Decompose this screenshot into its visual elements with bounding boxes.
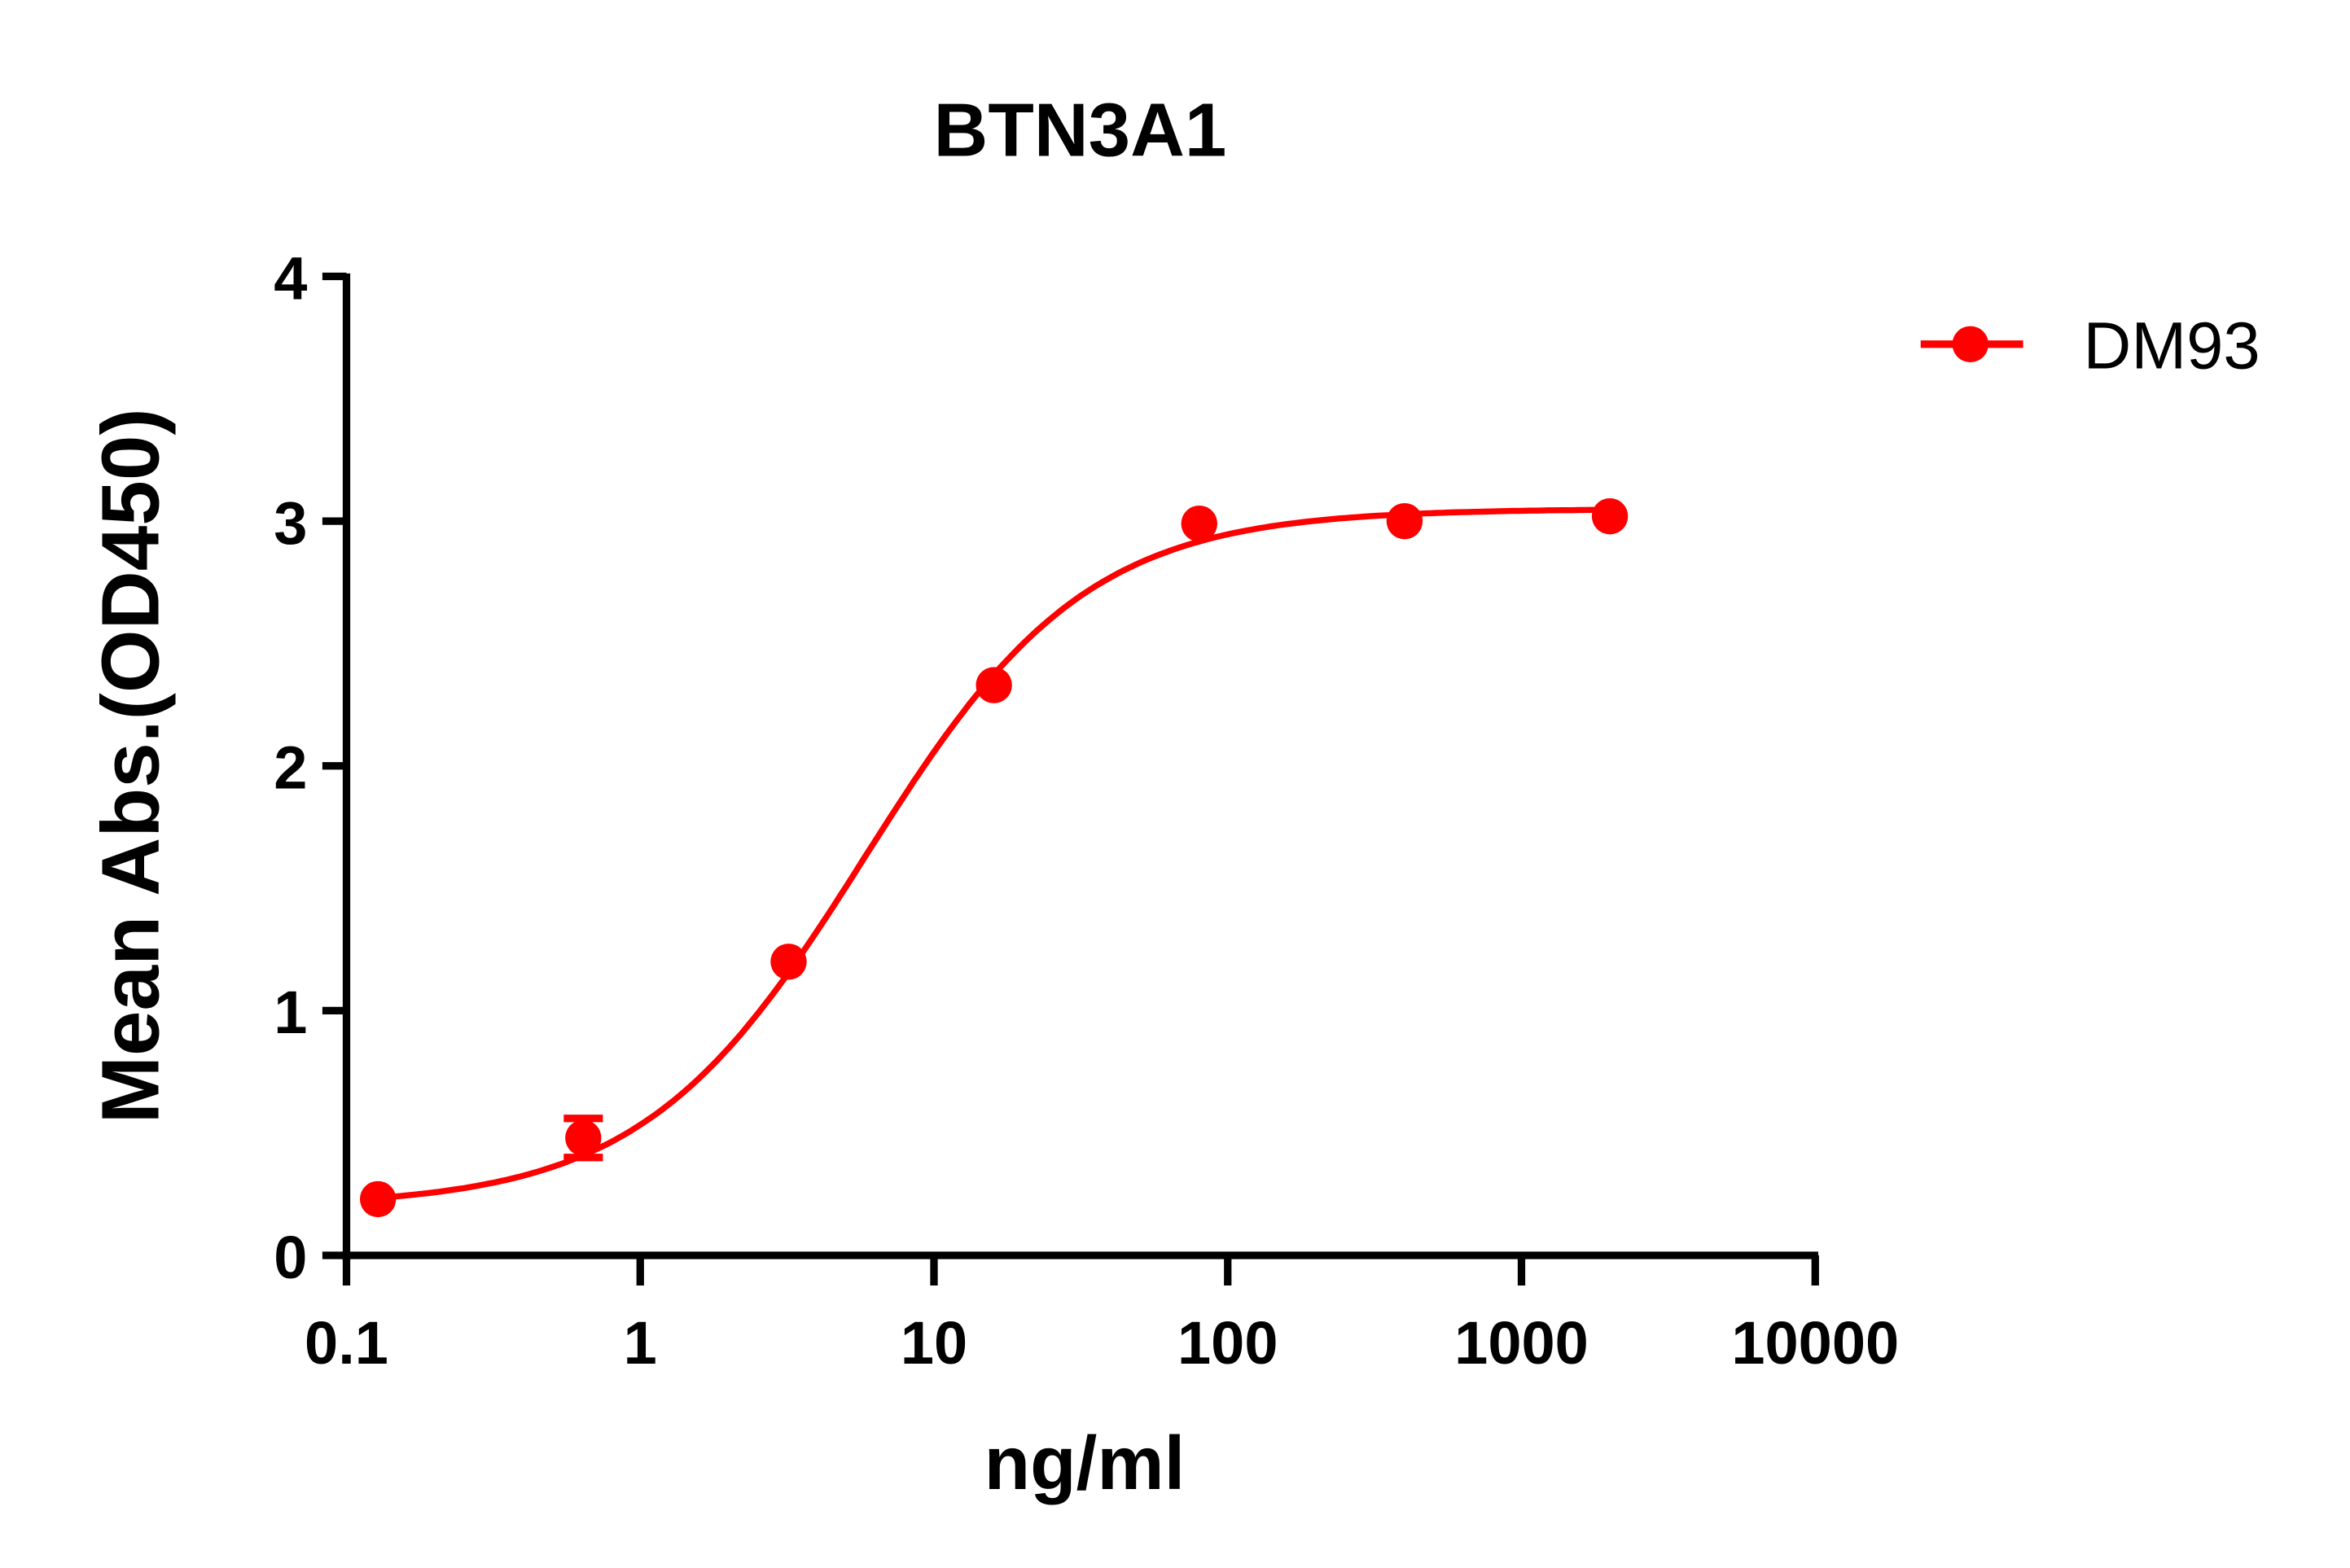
x-tick-label: 10000: [1731, 1309, 1899, 1377]
x-tick-label: 1: [624, 1309, 657, 1377]
x-tick-label: 100: [1177, 1309, 1278, 1377]
axes: 0 1 2 3 4 0.1 1 10 100 1000 10000: [274, 244, 1899, 1377]
data-point: [770, 944, 807, 980]
x-tick-label: 0.1: [305, 1309, 388, 1377]
plot-area: [359, 497, 1629, 1218]
x-axis-label: ng/ml: [984, 1421, 1186, 1505]
data-point: [976, 667, 1012, 703]
y-tick-label: 3: [274, 489, 307, 557]
data-point: [1386, 502, 1423, 540]
data-point: [565, 1119, 602, 1156]
y-tick-label: 2: [274, 734, 307, 802]
y-axis-label: Mean Abs.(OD450): [85, 408, 176, 1123]
data-point: [1591, 497, 1629, 535]
legend-marker: [1952, 326, 1988, 362]
data-point: [359, 1180, 397, 1218]
fit-curve: [377, 506, 1611, 1202]
x-tick-label: 10: [901, 1309, 967, 1377]
y-tick-label: 1: [274, 979, 307, 1046]
data-point: [1181, 505, 1217, 542]
chart-title: BTN3A1: [934, 88, 1227, 173]
x-tick-label: 1000: [1454, 1309, 1589, 1377]
legend-label: DM93: [2084, 309, 2260, 383]
legend: DM93: [1920, 309, 2260, 383]
y-tick-label: 4: [274, 244, 307, 312]
y-tick-label: 0: [274, 1224, 307, 1291]
